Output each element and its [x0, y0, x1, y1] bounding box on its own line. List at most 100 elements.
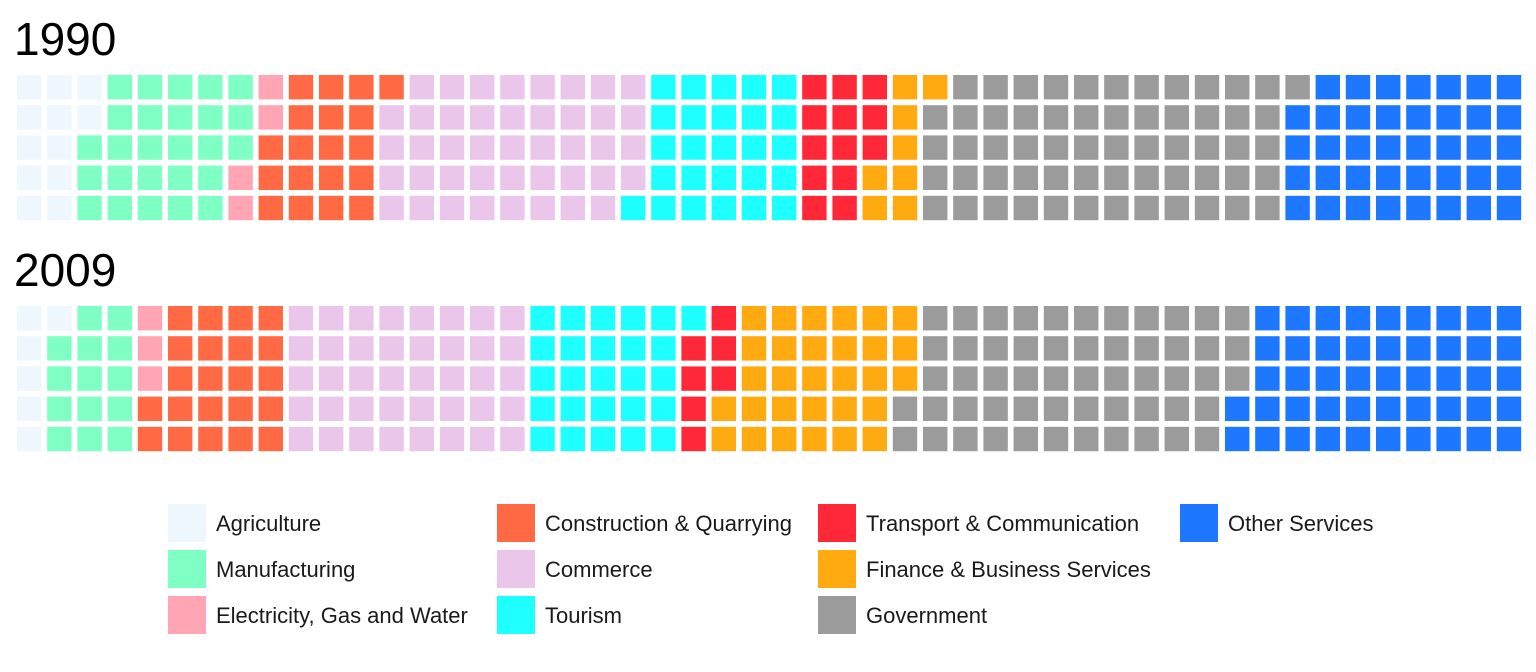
- waffle-cell-government: [1043, 165, 1069, 190]
- waffle-cell-government: [1225, 306, 1250, 331]
- waffle-cell-government: [953, 336, 978, 361]
- waffle-cell-construction-quarrying: [349, 135, 374, 160]
- waffle-cell-finance-business-services: [862, 306, 887, 331]
- waffle-cell-commerce: [560, 195, 585, 221]
- waffle-cell-other-services: [1466, 426, 1491, 452]
- waffle-cell-government: [1164, 306, 1189, 331]
- waffle-cell-other-services: [1285, 426, 1310, 452]
- waffle-cell-commerce: [439, 195, 465, 221]
- waffle-cell-construction-quarrying: [319, 105, 344, 130]
- waffle-cell-government: [1104, 306, 1129, 331]
- waffle-cell-commerce: [439, 426, 465, 452]
- waffle-cell-government: [1104, 396, 1129, 421]
- waffle-cell-commerce: [288, 396, 314, 421]
- waffle-cell-government: [983, 105, 1008, 130]
- waffle-cell-commerce: [349, 336, 374, 361]
- waffle-cell-commerce: [439, 75, 465, 100]
- waffle-cell-finance-business-services: [862, 366, 887, 391]
- waffle-cell-government: [1164, 396, 1189, 421]
- waffle-cell-commerce: [590, 165, 616, 190]
- waffle-cell-construction-quarrying: [319, 75, 344, 100]
- waffle-cell-other-services: [1436, 75, 1461, 100]
- waffle-cell-electricity-gas-and-water: [258, 75, 283, 100]
- waffle-cell-commerce: [590, 195, 616, 221]
- waffle-cell-commerce: [500, 135, 525, 160]
- waffle-cell-transport-communication: [711, 306, 736, 331]
- waffle-cell-finance-business-services: [832, 396, 857, 421]
- waffle-cell-commerce: [288, 366, 314, 391]
- waffle-cell-commerce: [288, 306, 314, 331]
- waffle-cell-manufacturing: [198, 105, 223, 130]
- waffle-cell-commerce: [500, 336, 525, 361]
- waffle-cell-government: [1013, 165, 1038, 190]
- waffle-cell-finance-business-services: [802, 336, 827, 361]
- waffle-cell-government: [923, 366, 948, 391]
- waffle-cell-government: [1043, 135, 1069, 160]
- waffle-cell-electricity-gas-and-water: [137, 336, 163, 361]
- waffle-cell-tourism: [772, 105, 797, 130]
- legend-label: Tourism: [545, 603, 622, 628]
- waffle-cell-other-services: [1436, 105, 1461, 130]
- waffle-cell-manufacturing: [77, 306, 102, 331]
- legend-label: Finance & Business Services: [866, 557, 1151, 582]
- waffle-cell-commerce: [379, 426, 404, 452]
- waffle-cell-construction-quarrying: [288, 105, 314, 130]
- waffle-cell-other-services: [1376, 366, 1401, 391]
- waffle-cell-government: [1104, 426, 1129, 452]
- waffle-cell-government: [1074, 105, 1099, 130]
- waffle-cell-other-services: [1496, 135, 1522, 160]
- waffle-cell-other-services: [1225, 426, 1250, 452]
- waffle-cell-government: [1194, 366, 1220, 391]
- waffle-cell-tourism: [711, 75, 736, 100]
- waffle-cell-commerce: [288, 336, 314, 361]
- waffle-cell-commerce: [621, 105, 646, 130]
- waffle-cell-government: [1164, 195, 1189, 221]
- waffle-cell-government: [953, 366, 978, 391]
- waffle-cell-other-services: [1436, 426, 1461, 452]
- waffle-cell-tourism: [711, 165, 736, 190]
- waffle-cell-government: [1164, 366, 1189, 391]
- waffle-cell-finance-business-services: [802, 426, 827, 452]
- waffle-cell-other-services: [1406, 426, 1431, 452]
- waffle-cell-tourism: [590, 426, 616, 452]
- waffle-cell-government: [1285, 75, 1310, 100]
- waffle-cell-commerce: [379, 195, 404, 221]
- waffle-cell-government: [1164, 165, 1189, 190]
- waffle-cell-government: [1134, 195, 1159, 221]
- waffle-cell-government: [1074, 426, 1099, 452]
- waffle-cell-transport-communication: [862, 75, 887, 100]
- waffle-cell-manufacturing: [107, 165, 132, 190]
- waffle-cell-other-services: [1376, 195, 1401, 221]
- waffle-cell-government: [983, 165, 1008, 190]
- waffle-cell-manufacturing: [228, 135, 253, 160]
- waffle-cell-tourism: [741, 75, 767, 100]
- waffle-cell-other-services: [1496, 165, 1522, 190]
- waffle-cell-commerce: [530, 105, 555, 130]
- waffle-cell-construction-quarrying: [349, 195, 374, 221]
- waffle-cell-finance-business-services: [741, 426, 767, 452]
- waffle-cell-agriculture: [17, 336, 42, 361]
- waffle-cell-manufacturing: [107, 366, 132, 391]
- waffle-cell-commerce: [439, 306, 465, 331]
- waffle-cell-transport-communication: [681, 336, 706, 361]
- waffle-cell-tourism: [590, 396, 616, 421]
- waffle-cell-construction-quarrying: [168, 396, 193, 421]
- waffle-cell-tourism: [651, 336, 676, 361]
- waffle-cell-commerce: [319, 396, 344, 421]
- waffle-cell-commerce: [470, 336, 495, 361]
- waffle-cell-finance-business-services: [862, 195, 887, 221]
- waffle-cell-commerce: [470, 165, 495, 190]
- legend-swatch: [168, 550, 206, 588]
- waffle-cell-agriculture: [47, 306, 72, 331]
- waffle-cell-other-services: [1315, 396, 1340, 421]
- waffle-cell-other-services: [1345, 366, 1371, 391]
- waffle-cell-commerce: [439, 105, 465, 130]
- waffle-cell-government: [1043, 105, 1069, 130]
- waffle-cell-manufacturing: [107, 306, 132, 331]
- waffle-cell-other-services: [1406, 396, 1431, 421]
- waffle-cell-commerce: [439, 165, 465, 190]
- waffle-cell-government: [953, 426, 978, 452]
- legend-item-other-services: Other Services: [1180, 504, 1374, 542]
- waffle-cell-other-services: [1345, 75, 1371, 100]
- waffle-cell-tourism: [741, 195, 767, 221]
